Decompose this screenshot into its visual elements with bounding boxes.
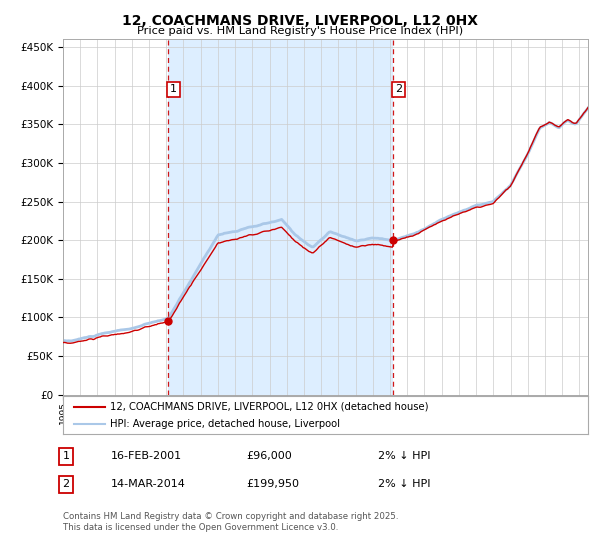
Text: 12, COACHMANS DRIVE, LIVERPOOL, L12 0HX: 12, COACHMANS DRIVE, LIVERPOOL, L12 0HX <box>122 14 478 28</box>
Bar <box>169 39 394 395</box>
Text: 12, COACHMANS DRIVE, LIVERPOOL, L12 0HX (detached house): 12, COACHMANS DRIVE, LIVERPOOL, L12 0HX … <box>110 402 429 412</box>
Text: 16-FEB-2001: 16-FEB-2001 <box>111 451 182 461</box>
Text: Contains HM Land Registry data © Crown copyright and database right 2025.
This d: Contains HM Land Registry data © Crown c… <box>63 512 398 532</box>
Text: 2% ↓ HPI: 2% ↓ HPI <box>378 451 431 461</box>
Text: 2: 2 <box>395 85 403 95</box>
Text: 2% ↓ HPI: 2% ↓ HPI <box>378 479 431 489</box>
Text: 14-MAR-2014: 14-MAR-2014 <box>111 479 186 489</box>
Text: 2: 2 <box>62 479 70 489</box>
Text: Price paid vs. HM Land Registry's House Price Index (HPI): Price paid vs. HM Land Registry's House … <box>137 26 463 36</box>
Text: £96,000: £96,000 <box>246 451 292 461</box>
Text: HPI: Average price, detached house, Liverpool: HPI: Average price, detached house, Live… <box>110 419 340 430</box>
Text: £199,950: £199,950 <box>246 479 299 489</box>
Text: 1: 1 <box>170 85 177 95</box>
Text: 1: 1 <box>62 451 70 461</box>
